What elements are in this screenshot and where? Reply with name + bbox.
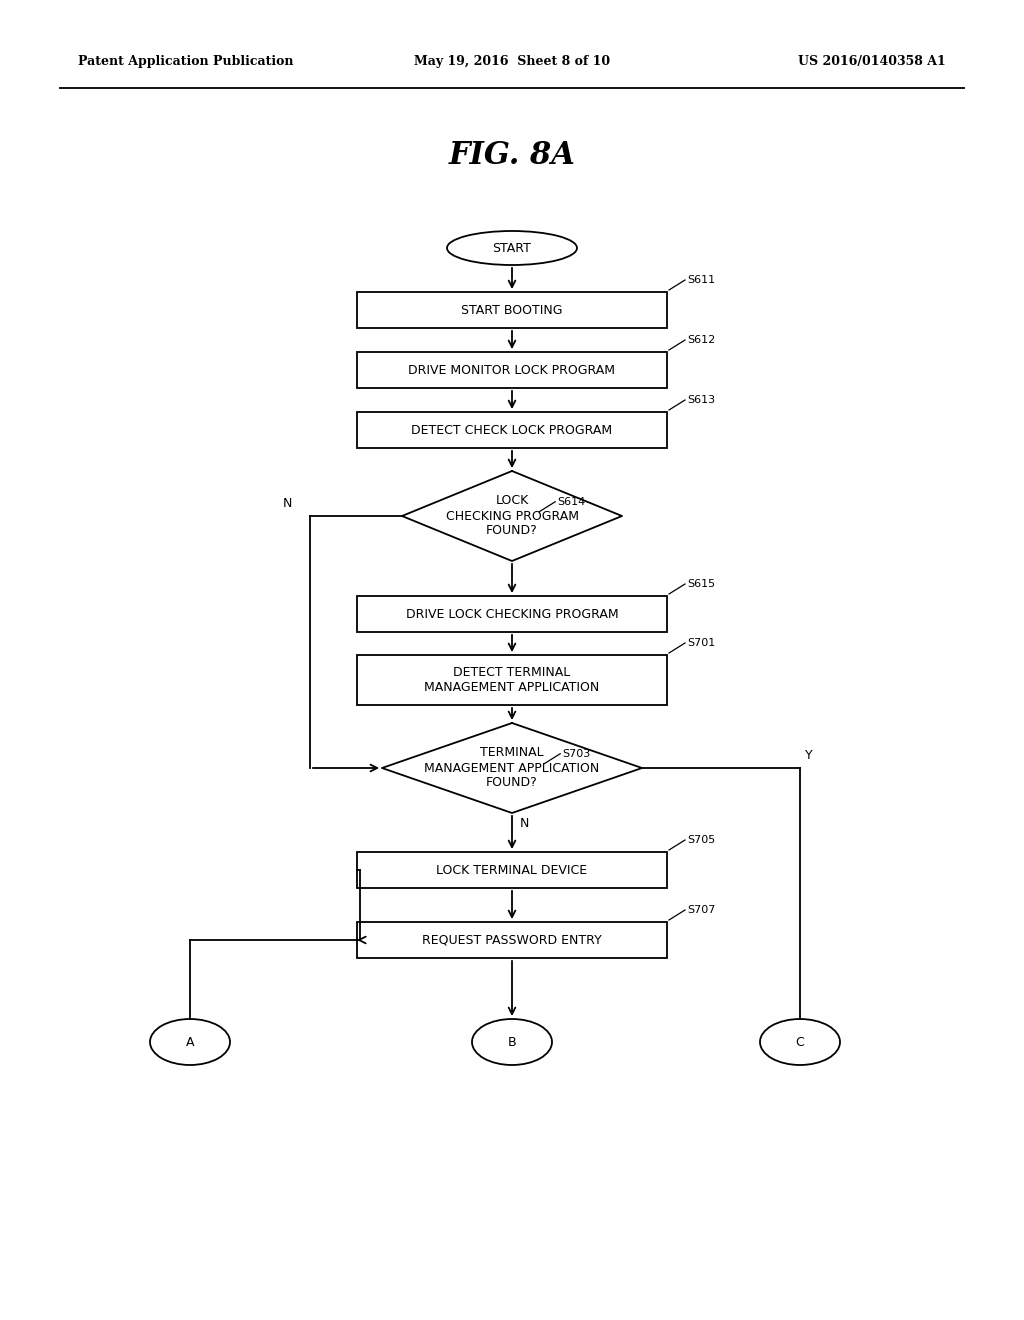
Text: S705: S705	[687, 836, 715, 845]
Bar	[357, 921, 667, 958]
Polygon shape	[402, 471, 622, 561]
Ellipse shape	[150, 1019, 230, 1065]
Text: START: START	[493, 242, 531, 255]
Bar	[357, 412, 667, 447]
Text: Y: Y	[805, 748, 813, 762]
Bar	[357, 352, 667, 388]
Ellipse shape	[447, 231, 577, 265]
Text: Patent Application Publication: Patent Application Publication	[78, 55, 294, 69]
Text: B: B	[508, 1035, 516, 1048]
Text: DRIVE LOCK CHECKING PROGRAM: DRIVE LOCK CHECKING PROGRAM	[406, 607, 618, 620]
Text: C: C	[796, 1035, 805, 1048]
Bar	[357, 655, 667, 705]
Text: US 2016/0140358 A1: US 2016/0140358 A1	[799, 55, 946, 69]
Text: S614: S614	[557, 496, 586, 507]
Text: LOCK TERMINAL DEVICE: LOCK TERMINAL DEVICE	[436, 863, 588, 876]
Ellipse shape	[472, 1019, 552, 1065]
Text: S613: S613	[687, 395, 715, 405]
Text: TERMINAL
MANAGEMENT APPLICATION
FOUND?: TERMINAL MANAGEMENT APPLICATION FOUND?	[424, 747, 600, 789]
Text: S615: S615	[687, 579, 715, 589]
Text: LOCK
CHECKING PROGRAM
FOUND?: LOCK CHECKING PROGRAM FOUND?	[445, 495, 579, 537]
Bar	[357, 292, 667, 327]
Text: N: N	[283, 498, 292, 510]
Text: S612: S612	[687, 335, 715, 345]
Ellipse shape	[760, 1019, 840, 1065]
Text: DETECT CHECK LOCK PROGRAM: DETECT CHECK LOCK PROGRAM	[412, 424, 612, 437]
Text: S707: S707	[687, 906, 716, 915]
Polygon shape	[382, 723, 642, 813]
Text: DETECT TERMINAL
MANAGEMENT APPLICATION: DETECT TERMINAL MANAGEMENT APPLICATION	[424, 667, 600, 694]
Text: S701: S701	[687, 638, 715, 648]
Text: N: N	[520, 817, 529, 830]
Text: REQUEST PASSWORD ENTRY: REQUEST PASSWORD ENTRY	[422, 933, 602, 946]
Bar	[357, 851, 667, 888]
Text: May 19, 2016  Sheet 8 of 10: May 19, 2016 Sheet 8 of 10	[414, 55, 610, 69]
Text: A: A	[185, 1035, 195, 1048]
Text: DRIVE MONITOR LOCK PROGRAM: DRIVE MONITOR LOCK PROGRAM	[409, 363, 615, 376]
Text: S611: S611	[687, 275, 715, 285]
Text: START BOOTING: START BOOTING	[461, 304, 563, 317]
Text: FIG. 8A: FIG. 8A	[449, 140, 575, 170]
Bar	[357, 597, 667, 632]
Text: S703: S703	[562, 748, 591, 759]
